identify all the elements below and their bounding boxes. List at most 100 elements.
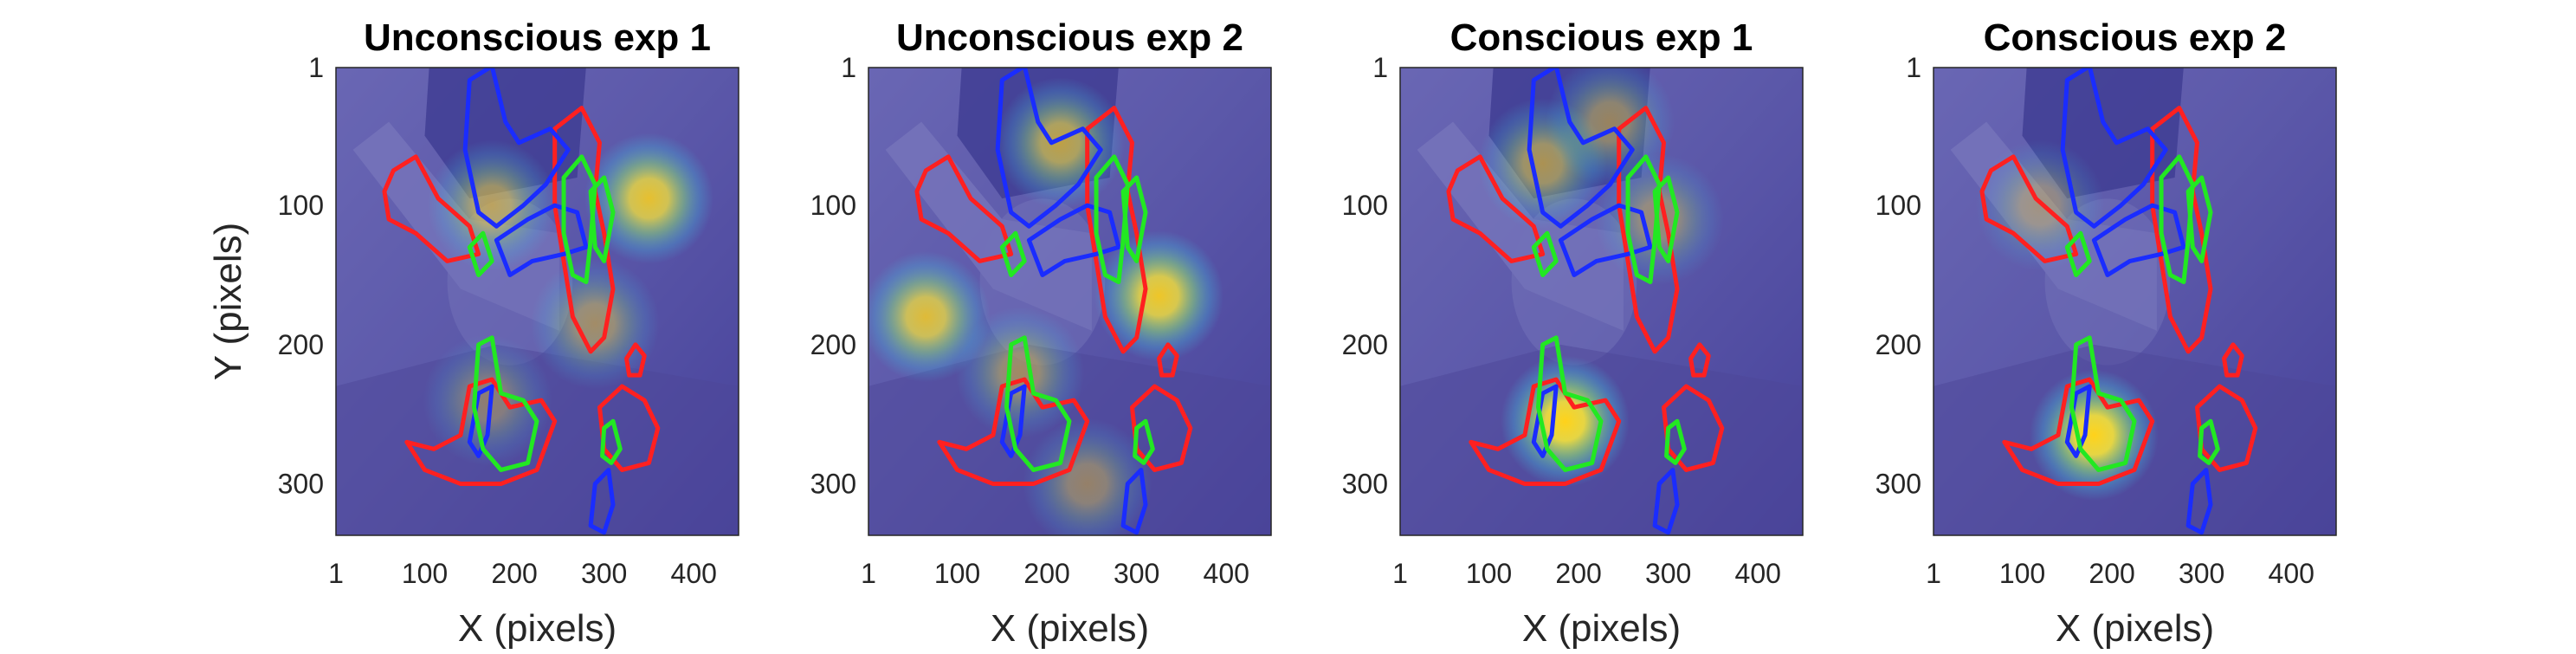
contour-blue [2185, 467, 2213, 535]
contour-red [2002, 377, 2155, 487]
contour-green [999, 230, 1027, 277]
x-tick-label: 400 [671, 558, 717, 589]
contour-green [2069, 335, 2137, 472]
x-tick-label: 100 [402, 558, 448, 589]
x-axis-label: X (pixels) [2056, 607, 2214, 650]
y-tick-label: 300 [278, 469, 324, 500]
chart-title: Conscious exp 2 [1984, 16, 2287, 59]
contour-green [2064, 230, 2092, 277]
heat-spot [427, 139, 557, 271]
x-axis-label: X (pixels) [1522, 607, 1681, 650]
contour-red [1129, 384, 1193, 472]
contour-green [471, 335, 539, 472]
contour-green [1004, 335, 1072, 472]
contour-red [1446, 154, 1546, 263]
heatmap-panel-3: Conscious exp 1 1 100 200 300 400 1 100 200 300 X … [1342, 16, 1804, 650]
x-tick-label: 300 [2179, 558, 2224, 589]
contour-green [1625, 154, 1662, 284]
y-tick-label: 300 [1876, 469, 1921, 500]
scene-image [1400, 68, 1803, 535]
y-tick-label: 300 [1342, 469, 1388, 500]
heat-spot [1023, 418, 1152, 535]
y-tick-label: 200 [810, 329, 856, 360]
contour-green [561, 154, 597, 284]
y-tick-label: 1 [1906, 52, 1921, 83]
contour-red [1979, 154, 2079, 263]
contour-green [1120, 175, 1148, 263]
x-tick-label: 1 [328, 558, 344, 589]
axes-frame [335, 67, 739, 536]
axes-frame [1399, 67, 1804, 536]
contour-blue [1527, 68, 1635, 229]
contour-red [1661, 384, 1725, 472]
contour-red [1157, 342, 1179, 378]
contour-red [1469, 377, 1622, 487]
y-tick-label: 100 [278, 190, 324, 221]
contour-blue [1558, 203, 1653, 277]
contour-red [552, 106, 616, 354]
heatmap-panel-1: Unconscious exp 1 1 100 200 300 400 1 100 200 300… [207, 16, 739, 650]
x-tick-label: 200 [1023, 558, 1069, 589]
chart-title: Unconscious exp 2 [896, 16, 1243, 59]
y-tick-label: 100 [1342, 190, 1388, 221]
contour-blue [2091, 203, 2186, 277]
x-tick-label: 400 [1204, 558, 1249, 589]
contour-blue [588, 467, 616, 535]
contour-green [1652, 175, 1680, 263]
x-tick-label: 1 [1392, 558, 1408, 589]
x-tick-label: 200 [1555, 558, 1601, 589]
contour-red [2194, 384, 2258, 472]
heat-spot [584, 133, 713, 264]
heat-spot [1094, 230, 1223, 362]
x-tick-label: 100 [1999, 558, 2045, 589]
contour-red [624, 342, 647, 378]
scene-image [868, 68, 1271, 535]
contour-green [2198, 418, 2220, 465]
contour-red [597, 384, 661, 472]
x-tick-label: 300 [1645, 558, 1691, 589]
x-tick-label: 1 [861, 558, 876, 589]
scene-image [1934, 68, 2336, 535]
x-axis-label: X (pixels) [991, 607, 1149, 650]
contour-blue [1026, 203, 1121, 277]
contour-red [1688, 342, 1711, 378]
scene-image [336, 68, 739, 535]
y-tick-label: 1 [308, 52, 324, 83]
contour-green [588, 175, 616, 263]
contour-red [914, 154, 1014, 263]
contour-blue [462, 68, 571, 229]
heatmap-panel-4: Conscious exp 2 1 100 200 300 400 1 100 200 300 X … [1876, 16, 2337, 650]
contour-green [1133, 418, 1155, 465]
x-tick-label: 200 [2089, 558, 2134, 589]
contour-blue [1652, 467, 1680, 535]
contour-green [2185, 175, 2213, 263]
y-tick-label: 100 [1876, 190, 1921, 221]
x-tick-label: 400 [2269, 558, 2315, 589]
contour-red [2222, 342, 2244, 378]
y-tick-label: 1 [1372, 52, 1388, 83]
contour-green [1535, 335, 1604, 472]
contour-blue [494, 203, 589, 277]
y-tick-label: 1 [841, 52, 856, 83]
contour-red [2150, 106, 2213, 354]
y-tick-label: 100 [810, 190, 856, 221]
contour-green [600, 418, 623, 465]
axes-frame [868, 67, 1272, 536]
contour-blue [995, 68, 1103, 229]
axes-frame [1933, 67, 2337, 536]
contour-blue [2060, 68, 2168, 229]
chart-title: Conscious exp 1 [1450, 16, 1753, 59]
x-tick-label: 200 [491, 558, 537, 589]
x-axis-label: X (pixels) [458, 607, 617, 650]
y-axis-label: Y (pixels) [207, 223, 249, 381]
x-tick-label: 1 [1926, 558, 1941, 589]
contour-green [467, 230, 494, 277]
contour-red [1085, 106, 1148, 354]
contour-green [1094, 154, 1130, 284]
chart-title: Unconscious exp 1 [364, 16, 711, 59]
y-tick-label: 200 [1342, 329, 1388, 360]
contour-green [1531, 230, 1559, 277]
x-tick-label: 300 [581, 558, 627, 589]
contour-red [1617, 106, 1680, 354]
